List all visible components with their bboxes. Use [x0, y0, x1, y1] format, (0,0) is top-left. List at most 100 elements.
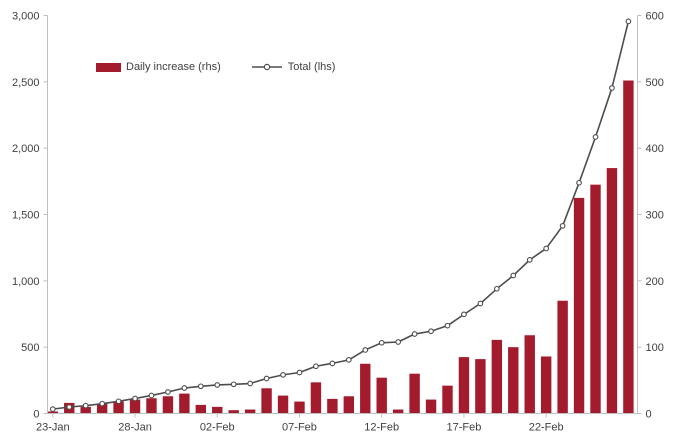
x-axis-tick-label: 17-Feb — [447, 422, 482, 434]
bar — [294, 401, 305, 414]
bar — [113, 401, 124, 414]
bar — [47, 411, 58, 414]
bar — [458, 357, 470, 414]
right-axis-tick-label: 100 — [646, 342, 664, 354]
bar — [360, 363, 371, 414]
line-marker — [247, 380, 253, 387]
bar — [376, 377, 387, 414]
bar — [244, 409, 256, 414]
bar — [310, 382, 322, 414]
bar — [590, 184, 601, 414]
line-marker — [99, 400, 105, 407]
line-marker — [493, 285, 500, 292]
line-marker — [411, 331, 418, 337]
line-marker — [181, 385, 188, 391]
line-marker — [477, 300, 484, 307]
line-marker — [345, 357, 352, 363]
line-marker — [263, 375, 270, 382]
total-line — [52, 21, 630, 410]
line-marker — [378, 339, 385, 346]
x-axis-tick-label: 28-Jan — [118, 422, 152, 434]
left-axis-tick-label: 2,500 — [12, 77, 40, 89]
bar — [96, 403, 108, 414]
left-axis-tick-label: 500 — [21, 342, 39, 354]
bar — [623, 80, 634, 414]
bar — [129, 399, 141, 414]
bar — [491, 339, 503, 414]
bar — [195, 404, 207, 414]
chart-legend: Daily increase (rhs) Total (lhs) — [96, 61, 335, 73]
legend-item-total: Total (lhs) — [251, 61, 336, 73]
left-axis-tick-label: 3,000 — [12, 11, 40, 23]
bar — [557, 300, 568, 414]
line-marker — [82, 402, 89, 409]
bar — [540, 356, 552, 414]
legend-label-daily-increase: Daily increase (rhs) — [126, 61, 221, 73]
line-marker — [543, 245, 550, 252]
line-marker — [115, 398, 122, 405]
line-marker — [559, 223, 566, 229]
bar — [343, 396, 355, 414]
x-axis-tick-label: 22-Feb — [529, 422, 564, 434]
bar — [442, 385, 453, 414]
line-marker — [609, 85, 615, 91]
line-marker — [280, 372, 286, 378]
line-marker — [296, 369, 303, 376]
x-axis-tick-label: 23-Jan — [36, 422, 70, 434]
bar — [508, 347, 519, 414]
line-marker — [165, 389, 171, 395]
line-marker — [214, 382, 221, 388]
line-marker — [66, 404, 73, 410]
line-marker — [197, 383, 204, 390]
line-marker — [592, 134, 599, 140]
bar — [146, 398, 157, 414]
x-axis-tick-label: 12-Feb — [364, 422, 399, 434]
bar — [409, 373, 420, 414]
line-marker — [230, 381, 237, 388]
right-axis-tick-label: 0 — [646, 409, 652, 421]
right-axis-tick-label: 300 — [646, 210, 664, 222]
line-marker — [132, 395, 138, 402]
bar — [162, 396, 174, 414]
bar — [475, 359, 486, 414]
left-axis-tick-label: 0 — [33, 409, 39, 421]
x-axis-tick-label: 02-Feb — [200, 422, 235, 434]
left-axis-tick-label: 2,000 — [12, 143, 40, 155]
line-marker — [428, 328, 434, 335]
line-marker — [395, 339, 402, 345]
daily-increase-swatch — [96, 62, 121, 72]
bar — [392, 409, 404, 414]
bar — [80, 406, 91, 414]
bar — [606, 168, 618, 414]
legend-label-total: Total (lhs) — [287, 61, 336, 73]
line-marker — [329, 360, 336, 367]
bar — [573, 197, 585, 414]
left-axis-tick-label: 1,500 — [12, 210, 40, 222]
total-line-glyph — [251, 63, 282, 71]
right-axis-tick-label: 200 — [646, 276, 664, 288]
axes: 0 500 1,000 1,500 2,000 2,500 3,000 0 100 200 300 4… — [12, 11, 664, 434]
bar — [524, 335, 535, 414]
total-line-series — [49, 18, 632, 412]
line-marker — [461, 311, 467, 318]
right-axis-tick-label: 600 — [646, 11, 664, 23]
bar — [277, 395, 289, 414]
line-marker — [362, 347, 369, 353]
line-marker — [526, 257, 533, 263]
right-axis-tick-label: 400 — [646, 143, 664, 155]
line-marker — [313, 363, 319, 370]
left-axis-tick-label: 1,000 — [12, 276, 40, 288]
bar — [327, 398, 338, 414]
bar — [261, 388, 272, 414]
right-axis-tick-label: 500 — [646, 77, 664, 89]
legend-item-daily-increase: Daily increase (rhs) — [96, 61, 221, 73]
line-marker — [148, 392, 155, 399]
x-axis-tick-label: 07-Feb — [282, 422, 317, 434]
line-marker — [444, 322, 451, 329]
line-marker — [49, 406, 56, 412]
line-marker — [625, 18, 632, 25]
bar — [228, 410, 239, 414]
line-marker — [510, 272, 517, 279]
